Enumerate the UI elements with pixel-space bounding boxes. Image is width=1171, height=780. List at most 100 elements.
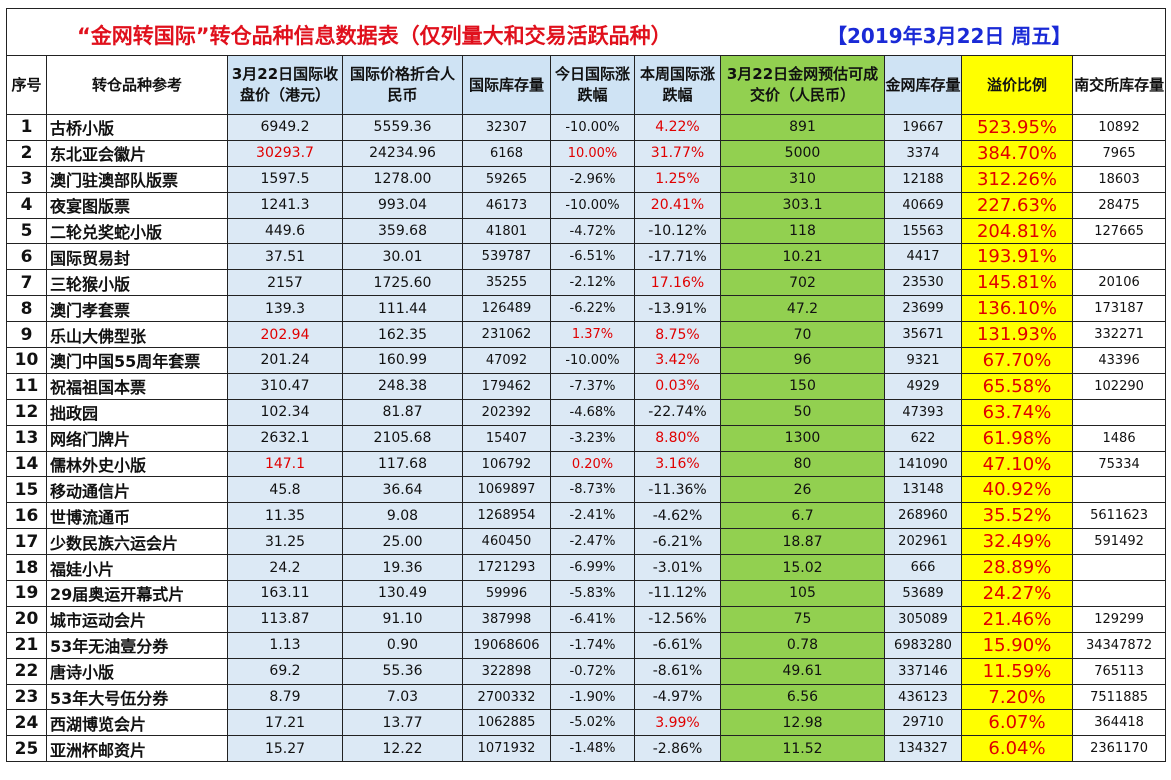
cell-idx: 7 [6,269,47,297]
cell-name: 世博流通币 [46,502,228,530]
cell-idx: 9 [6,321,47,349]
cell-nj: 364418 [1071,709,1167,737]
cell-close: 17.21 [227,709,343,737]
cell-stock: 539787 [462,243,551,271]
cell-stock: 460450 [462,528,551,556]
cell-close: 102.34 [227,398,343,426]
cell-rmb: 13.77 [342,709,463,737]
cell-est: 105 [720,580,885,607]
cell-rmb: 117.68 [342,450,463,478]
cell-rmb: 5559.36 [342,114,463,141]
cell-jw: 305089 [884,605,962,633]
table-row: 10 澳门中国55周年套票 201.24 160.99 47092 -10.00% 3.42… [6,347,1167,374]
cell-wk: 8.80% [634,424,721,452]
cell-close: 1.13 [227,631,343,659]
cell-jw: 9321 [884,347,962,374]
cell-est: 12.98 [720,709,885,737]
cell-close: 11.35 [227,502,343,530]
cell-close: 449.6 [227,217,343,245]
cell-est: 70 [720,321,885,349]
cell-jw: 436123 [884,683,962,711]
cell-idx: 17 [6,528,47,556]
cell-chg: -1.48% [550,735,635,763]
cell-idx: 23 [6,683,47,711]
cell-chg: -5.02% [550,709,635,737]
cell-name: 西湖博览会片 [46,709,228,737]
cell-close: 2157 [227,269,343,297]
cell-rmb: 30.01 [342,243,463,271]
header-rmb: 国际价格折合人民币 [342,55,463,115]
cell-est: 6.7 [720,502,885,530]
cell-stock: 1062885 [462,709,551,737]
cell-est: 118 [720,217,885,245]
cell-name: 拙政园 [46,398,228,426]
cell-prem: 227.63% [961,191,1073,219]
cell-close: 201.24 [227,347,343,374]
cell-name: 53年无油壹分券 [46,631,228,659]
cell-est: 15.02 [720,554,885,582]
cell-chg: -2.41% [550,502,635,530]
cell-stock: 231062 [462,321,551,349]
cell-rmb: 91.10 [342,605,463,633]
cell-close: 15.27 [227,735,343,763]
cell-stock: 59265 [462,165,551,193]
table-row: 1 古桥小版 6949.2 5559.36 32307 -10.00% 4.22% 891 19… [6,114,1167,141]
cell-nj: 102290 [1071,372,1167,400]
cell-idx: 22 [6,657,47,685]
cell-stock: 19068606 [462,631,551,659]
cell-jw: 19667 [884,114,962,141]
cell-name: 国际贸易封 [46,243,228,271]
cell-prem: 312.26% [961,165,1073,193]
cell-close: 8.79 [227,683,343,711]
cell-jw: 622 [884,424,962,452]
data-sheet: “金网转国际”转仓品种信息数据表（仅列量大和交易活跃品种） 【2019年3月22… [5,8,1167,763]
cell-est: 75 [720,605,885,633]
cell-jw: 35671 [884,321,962,349]
cell-nj [1071,476,1167,504]
header-name: 转仓品种参考 [46,55,228,115]
cell-close: 24.2 [227,554,343,582]
cell-est: 5000 [720,139,885,167]
cell-rmb: 359.68 [342,217,463,245]
cell-wk: -10.12% [634,217,721,245]
cell-stock: 202392 [462,398,551,426]
cell-rmb: 160.99 [342,347,463,374]
cell-wk: -4.97% [634,683,721,711]
cell-idx: 25 [6,735,47,763]
table-row: 25 亚洲杯邮资片 15.27 12.22 1071932 -1.48% -2.86% 11.… [6,735,1167,763]
cell-name: 三轮猴小版 [46,269,228,297]
cell-nj: 2361170 [1071,735,1167,763]
cell-prem: 32.49% [961,528,1073,556]
cell-rmb: 12.22 [342,735,463,763]
cell-nj: 20106 [1071,269,1167,297]
cell-wk: 8.75% [634,321,721,349]
cell-stock: 46173 [462,191,551,219]
table-row: 3 澳门驻澳部队版票 1597.5 1278.00 59265 -2.96% 1.25% 31… [6,165,1167,193]
cell-est: 50 [720,398,885,426]
cell-est: 96 [720,347,885,374]
cell-prem: 136.10% [961,295,1073,323]
cell-wk: -8.61% [634,657,721,685]
cell-est: 18.87 [720,528,885,556]
cell-close: 113.87 [227,605,343,633]
cell-nj [1071,398,1167,426]
table-row: 21 53年无油壹分券 1.13 0.90 19068606 -1.74% -6.61% 0.… [6,631,1167,659]
cell-idx: 16 [6,502,47,530]
cell-prem: 15.90% [961,631,1073,659]
cell-rmb: 19.36 [342,554,463,582]
cell-close: 1597.5 [227,165,343,193]
cell-jw: 47393 [884,398,962,426]
cell-stock: 47092 [462,347,551,374]
cell-stock: 2700332 [462,683,551,711]
cell-chg: -10.00% [550,191,635,219]
cell-est: 891 [720,114,885,141]
cell-wk: 3.42% [634,347,721,374]
cell-nj: 18603 [1071,165,1167,193]
cell-prem: 6.07% [961,709,1073,737]
cell-nj: 765113 [1071,657,1167,685]
cell-close: 310.47 [227,372,343,400]
cell-chg: -10.00% [550,114,635,141]
header-chg: 今日国际涨跌幅 [550,55,635,115]
cell-nj: 10892 [1071,114,1167,141]
cell-prem: 145.81% [961,269,1073,297]
